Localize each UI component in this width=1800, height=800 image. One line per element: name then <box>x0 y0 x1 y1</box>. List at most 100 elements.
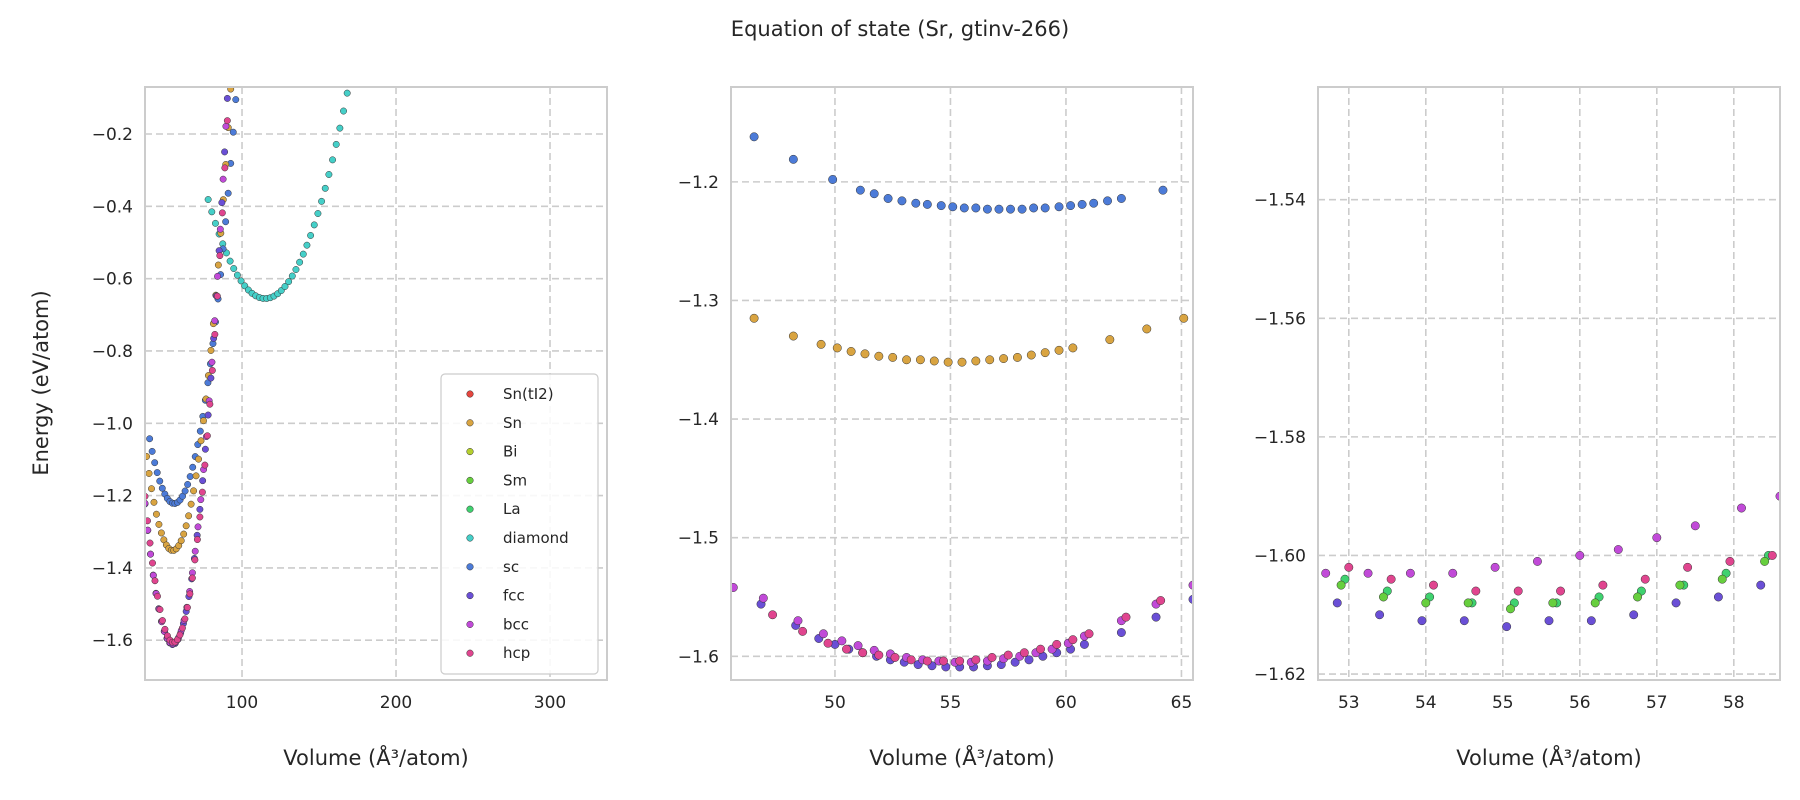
data-point <box>232 96 240 104</box>
data-point <box>955 656 965 666</box>
grid <box>1318 87 1780 680</box>
data-point <box>936 201 946 211</box>
data-point <box>837 636 847 646</box>
data-point <box>191 556 199 564</box>
data-point <box>190 487 198 495</box>
data-point <box>1003 650 1013 660</box>
data-point <box>145 470 153 477</box>
legend-label: Sm <box>503 471 527 489</box>
data-point <box>222 218 230 226</box>
series-bcc <box>731 580 1193 667</box>
data-point <box>153 469 161 477</box>
legend-item: Sm <box>466 471 527 489</box>
data-point <box>1737 503 1746 513</box>
data-point <box>1188 594 1193 604</box>
data-point <box>1188 580 1193 590</box>
series-sc <box>749 132 1168 214</box>
data-point <box>1417 616 1427 626</box>
legend-marker <box>466 534 474 542</box>
data-point <box>223 94 231 102</box>
data-point <box>1336 580 1346 590</box>
x-tick-label: 55 <box>1492 693 1514 713</box>
y-tick-label: −1.6 <box>678 647 719 667</box>
data-point <box>299 250 307 258</box>
data-point <box>788 331 798 341</box>
grid <box>145 87 607 680</box>
data-point <box>212 219 219 227</box>
data-point <box>929 356 939 366</box>
y-tick-label: −1.0 <box>92 414 133 434</box>
data-point <box>1690 521 1700 531</box>
data-point <box>1463 598 1473 608</box>
data-point <box>939 656 948 666</box>
series-hcp <box>1344 551 1777 596</box>
data-point <box>915 355 925 365</box>
data-point <box>186 590 194 598</box>
data-point <box>336 124 344 132</box>
y-tick-label: −1.4 <box>92 559 133 579</box>
data-point <box>216 252 224 260</box>
data-point <box>1533 556 1542 566</box>
data-point <box>922 656 932 666</box>
x-tick-label: 60 <box>1055 693 1077 713</box>
data-point <box>823 638 833 648</box>
y-tick-label: −1.58 <box>1254 428 1306 448</box>
data-point <box>192 472 200 480</box>
data-point <box>1079 639 1089 649</box>
x-axis-label: Volume (Å³/atom) <box>1456 744 1641 770</box>
data-point <box>296 258 304 266</box>
data-point <box>208 358 216 366</box>
data-point <box>285 278 293 286</box>
data-point <box>1633 592 1643 602</box>
legend-item: Sn(tI2) <box>466 385 554 403</box>
data-point <box>1671 598 1681 608</box>
data-point <box>846 347 856 356</box>
y-tick-label: −1.4 <box>678 410 719 430</box>
data-point <box>828 175 838 184</box>
data-point <box>216 225 224 233</box>
data-point <box>832 343 842 353</box>
data-point <box>228 9 234 15</box>
data-point <box>196 427 204 435</box>
data-point <box>207 346 215 354</box>
data-point <box>1012 352 1022 362</box>
legend-marker <box>466 620 474 628</box>
data-point <box>340 107 347 115</box>
legend-item: diamond <box>466 529 569 547</box>
data-point <box>224 189 232 197</box>
data-point <box>238 27 244 33</box>
data-point <box>1490 562 1500 572</box>
data-point <box>1548 598 1558 608</box>
series-bcc <box>1321 491 1780 578</box>
data-point <box>194 523 202 531</box>
x-tick-label: 300 <box>534 693 566 713</box>
legend-label: bcc <box>503 615 529 633</box>
data-point <box>148 447 156 455</box>
data-point <box>1640 574 1650 584</box>
y-tick-label: −1.3 <box>678 291 719 311</box>
data-point <box>1321 568 1331 578</box>
legend-label: Sn <box>503 414 522 432</box>
data-point <box>181 615 189 623</box>
data-point <box>226 67 232 73</box>
data-point <box>994 204 1004 214</box>
data-point <box>191 547 199 555</box>
data-point <box>318 197 326 205</box>
data-point <box>1760 556 1770 566</box>
data-point <box>146 539 154 547</box>
data-point <box>888 352 898 362</box>
data-point <box>1471 586 1481 596</box>
data-point <box>1156 596 1166 605</box>
data-point <box>197 437 205 445</box>
data-point <box>218 199 226 207</box>
y-tick-label: −1.56 <box>1254 309 1306 329</box>
data-point <box>197 496 205 504</box>
data-point <box>1586 616 1596 626</box>
legend-marker <box>466 505 474 513</box>
series-Sm <box>1336 556 1770 614</box>
series-sc <box>146 27 244 507</box>
data-point <box>157 529 165 537</box>
data-point <box>1713 592 1723 602</box>
data-point <box>818 629 828 639</box>
legend-label: diamond <box>503 529 569 547</box>
